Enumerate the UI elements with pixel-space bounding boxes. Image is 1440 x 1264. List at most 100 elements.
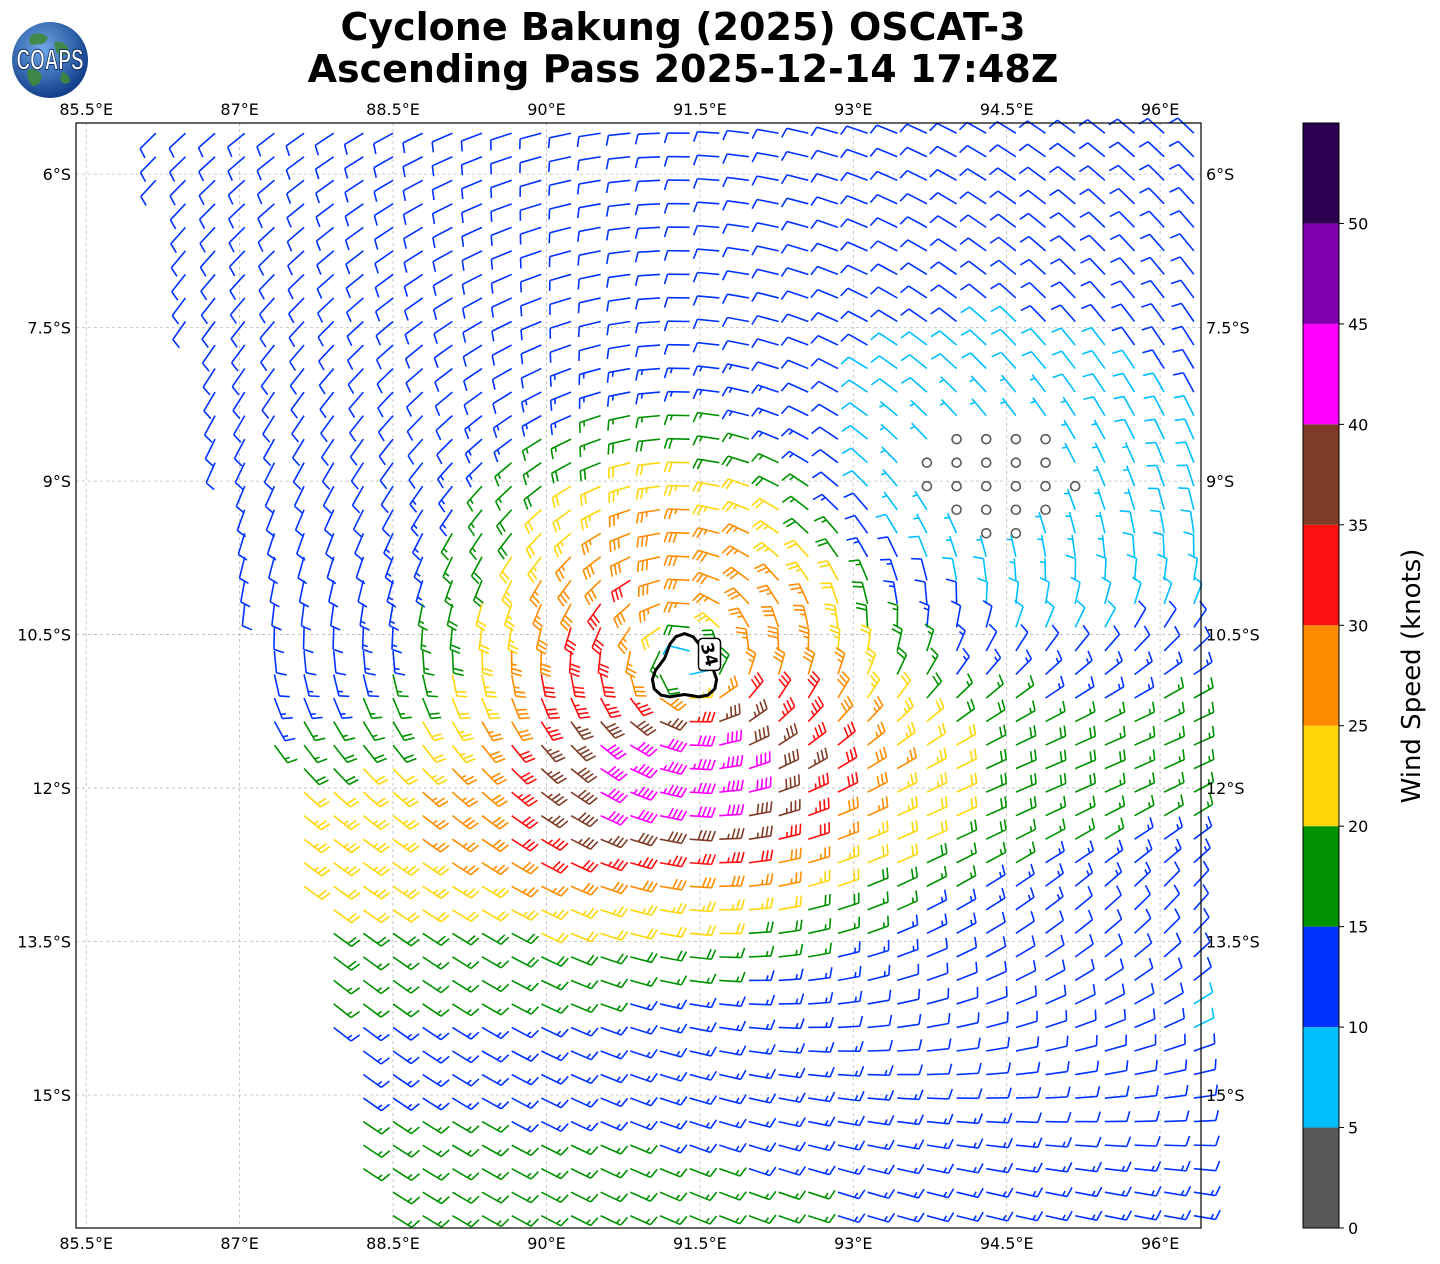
barb-feather [842, 469, 853, 477]
barb-shaft [1151, 326, 1165, 346]
barb-feather [843, 492, 854, 499]
barb-half-feather [1060, 400, 1066, 404]
barb-feather [565, 643, 576, 651]
barb-shaft [402, 132, 424, 144]
barb-shaft [579, 344, 601, 352]
wind-barb [1040, 433, 1051, 445]
wind-barb [810, 219, 839, 230]
barb-shaft [1133, 634, 1151, 652]
barb-feather [634, 134, 639, 145]
wind-barb [829, 624, 841, 652]
barb-shaft [203, 415, 216, 436]
barb-feather [493, 452, 499, 463]
barb-feather [751, 361, 759, 372]
barb-feather [305, 672, 317, 676]
barb-half-feather [939, 402, 945, 406]
wind-barb [606, 367, 631, 383]
wind-barb [333, 721, 356, 742]
barb-shaft [756, 128, 779, 135]
barb-shaft [1154, 418, 1165, 440]
barb-half-feather [588, 539, 592, 546]
barb-feather [870, 378, 881, 386]
barb-half-feather [761, 879, 764, 885]
barb-half-feather [722, 762, 725, 769]
barb-feather [789, 696, 796, 707]
barb-shaft [403, 273, 424, 288]
barb-feather [330, 624, 341, 631]
barb-half-feather [889, 585, 895, 588]
barb-feather [696, 551, 704, 561]
barb-feather [402, 238, 408, 249]
barb-shaft [549, 132, 572, 139]
barb-feather [1211, 1007, 1215, 1019]
barb-shaft [820, 471, 839, 487]
barb-feather [402, 214, 407, 225]
wind-barb [930, 330, 958, 346]
barb-feather [579, 495, 583, 506]
barb-feather [1171, 325, 1183, 331]
barb-feather [260, 385, 269, 396]
barb-half-feather [728, 387, 733, 394]
wind-barb [520, 391, 542, 413]
wind-barb [404, 344, 424, 369]
wind-barb [721, 339, 750, 351]
barb-shaft [918, 536, 928, 558]
barb-feather [410, 528, 419, 537]
barb-feather [989, 259, 1000, 267]
barb-shaft [727, 129, 750, 135]
barb-half-feather [645, 487, 648, 494]
barb-shaft [377, 391, 394, 409]
barb-half-feather [878, 829, 881, 835]
wind-barb [1018, 143, 1047, 158]
wind-barb [727, 607, 750, 628]
wind-barb [1110, 257, 1136, 275]
wind-barb [837, 695, 854, 723]
wind-barb [840, 171, 868, 182]
barb-shaft [1163, 558, 1168, 581]
barb-half-feather [468, 474, 473, 480]
barb-feather [641, 639, 646, 651]
barb-half-feather [704, 618, 711, 623]
wind-barb [520, 320, 542, 341]
wind-barb [549, 391, 572, 411]
barb-half-feather [837, 658, 843, 663]
wind-barb [229, 273, 246, 301]
barb-shaft [819, 448, 839, 464]
barb-feather [1141, 326, 1153, 331]
barb-shaft [1149, 233, 1165, 252]
wind-barb [597, 650, 610, 678]
barb-feather [374, 737, 386, 742]
barb-shaft [877, 217, 898, 229]
barb-feather [990, 282, 1000, 290]
barb-feather [765, 777, 768, 789]
barb-feather [1207, 816, 1213, 827]
barb-shaft [637, 320, 661, 324]
barb-shaft [816, 196, 839, 205]
barb-shaft [996, 120, 1017, 134]
wind-barb [990, 282, 1017, 299]
barb-feather [456, 695, 468, 698]
barb-feather [751, 498, 761, 507]
wind-barb [316, 250, 335, 275]
wind-barb [989, 213, 1017, 229]
barb-shaft [939, 330, 958, 346]
barb-feather [998, 674, 1004, 685]
barb-half-feather [810, 710, 815, 716]
wind-barb [521, 414, 542, 437]
barb-shaft [539, 650, 543, 673]
barb-feather [959, 214, 969, 223]
wind-barb [778, 696, 796, 723]
barb-feather [589, 617, 598, 627]
barb-feather [1020, 623, 1029, 633]
wind-barb [989, 236, 1017, 252]
barb-shaft [461, 226, 483, 238]
barb-feather [721, 432, 729, 443]
wind-barb [171, 297, 187, 325]
barb-half-feather [996, 681, 1001, 688]
barb-feather [1063, 749, 1067, 761]
barb-feather [403, 262, 408, 273]
wind-barb [169, 203, 187, 230]
wind-barb [1065, 511, 1076, 534]
barb-feather [814, 699, 821, 710]
barb-feather [810, 196, 818, 206]
